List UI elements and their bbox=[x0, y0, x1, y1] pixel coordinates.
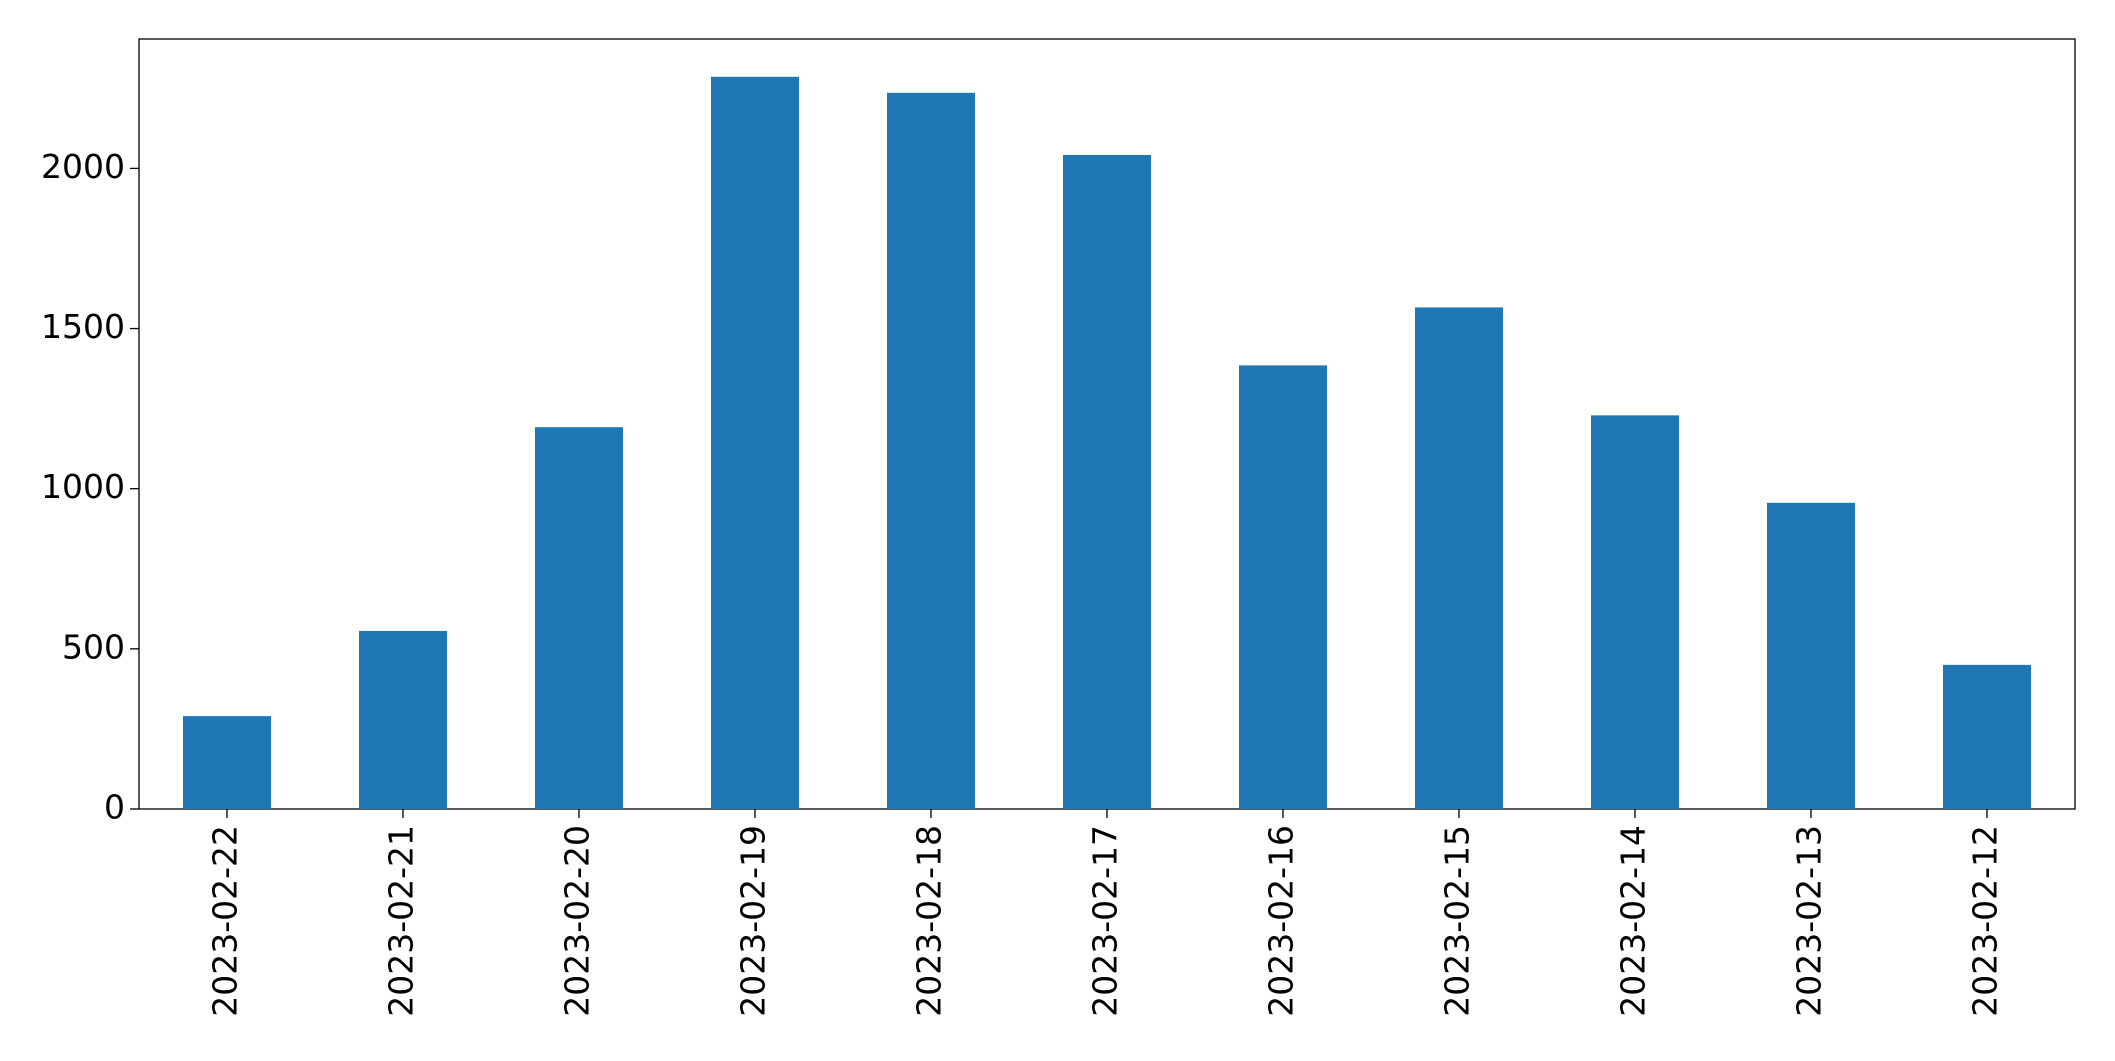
x-tick-label: 2023-02-22 bbox=[206, 825, 245, 1017]
x-tick-label: 2023-02-21 bbox=[382, 825, 421, 1017]
y-tick-label: 1000 bbox=[41, 467, 125, 506]
y-tick-label: 0 bbox=[104, 788, 125, 827]
x-tick-label: 2023-02-15 bbox=[1438, 825, 1477, 1017]
x-tick-label: 2023-02-19 bbox=[734, 825, 773, 1017]
x-tick-label: 2023-02-20 bbox=[558, 825, 597, 1017]
bar bbox=[1767, 502, 1855, 809]
y-tick-label: 500 bbox=[62, 627, 125, 666]
bar bbox=[1943, 664, 2031, 809]
bar bbox=[183, 716, 271, 809]
bar bbox=[359, 630, 447, 809]
bar bbox=[1591, 415, 1679, 809]
x-tick-label: 2023-02-14 bbox=[1614, 825, 1653, 1017]
x-tick-label: 2023-02-17 bbox=[1086, 825, 1125, 1017]
bar bbox=[535, 427, 623, 809]
y-tick-label: 1500 bbox=[41, 307, 125, 346]
x-tick-label: 2023-02-13 bbox=[1790, 825, 1829, 1017]
x-tick-label: 2023-02-12 bbox=[1966, 825, 2005, 1017]
bar bbox=[1063, 154, 1151, 809]
bar bbox=[1415, 307, 1503, 809]
y-tick-label: 2000 bbox=[41, 147, 125, 186]
x-tick-label: 2023-02-16 bbox=[1262, 825, 1301, 1017]
bar bbox=[1239, 365, 1327, 809]
bar bbox=[711, 76, 799, 809]
x-tick-label: 2023-02-18 bbox=[910, 825, 949, 1017]
bar bbox=[887, 92, 975, 810]
